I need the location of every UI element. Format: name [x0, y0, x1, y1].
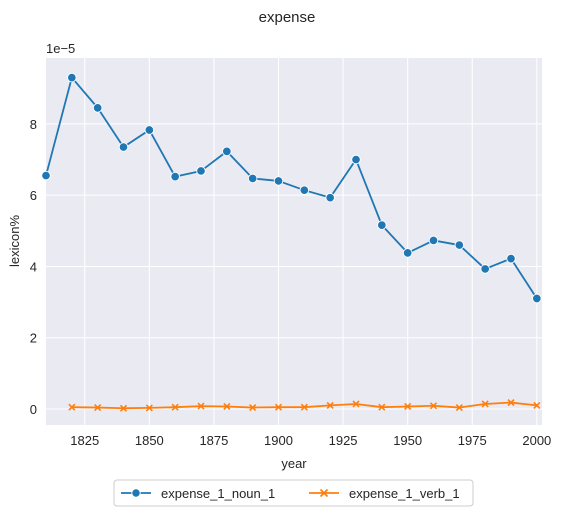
y-ticks: 0 2 4 6 8: [30, 117, 37, 417]
data-point: [506, 253, 516, 264]
y-tick-label: 2: [30, 331, 37, 346]
data-point: [171, 403, 179, 411]
data-point: [507, 398, 515, 407]
data-point: [144, 125, 155, 135]
data-point: [223, 402, 231, 411]
data-point: [273, 176, 284, 186]
data-point: [300, 403, 308, 411]
data-point: [533, 401, 541, 409]
data-point: [404, 402, 412, 411]
data-point: [429, 402, 438, 410]
data-point: [532, 293, 542, 304]
data-point: [299, 185, 310, 195]
x-tick-label: 1875: [199, 433, 228, 448]
x-axis-label: year: [281, 456, 307, 471]
data-point: [197, 402, 205, 410]
legend-item-verb: expense_1_verb_1: [309, 486, 460, 501]
legend-label-noun: expense_1_noun_1: [161, 486, 275, 501]
y-offset-text: 1e−5: [46, 41, 75, 56]
data-point: [480, 264, 490, 274]
series-layer: [41, 72, 542, 412]
legend-box: [113, 479, 474, 507]
series-expense_1_verb_1: [68, 398, 541, 412]
data-point: [249, 403, 257, 412]
x-tick-label: 1925: [329, 433, 358, 448]
y-tick-label: 6: [30, 188, 37, 203]
y-tick-label: 4: [30, 259, 37, 274]
data-point: [274, 403, 283, 411]
y-tick-label: 0: [30, 402, 37, 417]
data-point: [378, 403, 386, 411]
plot-background: [46, 58, 542, 425]
data-point: [454, 240, 465, 250]
chart-title: expense: [259, 9, 316, 26]
data-point: [455, 403, 463, 412]
x-tick-label: 1825: [70, 433, 99, 448]
data-point: [481, 400, 489, 408]
data-point: [41, 170, 51, 181]
data-point: [428, 235, 439, 246]
data-point: [222, 146, 232, 157]
x-tick-label: 1900: [264, 433, 293, 448]
data-point: [351, 154, 361, 165]
data-point: [67, 72, 77, 83]
data-point: [145, 404, 153, 412]
data-point: [247, 173, 258, 184]
data-point: [325, 192, 335, 203]
data-point: [326, 401, 334, 409]
data-point: [68, 403, 76, 411]
y-tick-label: 8: [30, 117, 37, 132]
data-point: [352, 400, 360, 408]
legend-marker-verb: [319, 488, 329, 498]
legend-item-noun: expense_1_noun_1: [121, 486, 275, 501]
legend: expense_1_noun_1 expense_1_verb_1: [113, 479, 474, 507]
legend-marker-noun: [131, 488, 141, 498]
data-point: [118, 142, 129, 152]
x-tick-label: 1850: [135, 433, 164, 448]
grid: [46, 58, 542, 425]
data-point: [94, 403, 102, 412]
y-axis-label: lexicon%: [7, 215, 22, 267]
data-point: [170, 171, 180, 182]
legend-label-verb: expense_1_verb_1: [349, 486, 460, 501]
x-ticks: 1825 1850 1875 1900 1925 1950 1975 2000: [70, 433, 551, 448]
data-point: [402, 248, 413, 258]
x-tick-label: 1975: [458, 433, 487, 448]
data-point: [92, 103, 103, 113]
data-point: [119, 404, 128, 412]
x-tick-label: 1950: [393, 433, 422, 448]
data-point: [377, 220, 387, 230]
x-tick-label: 2000: [522, 433, 551, 448]
series-expense_1_noun_1: [41, 72, 542, 304]
data-point: [196, 166, 206, 176]
